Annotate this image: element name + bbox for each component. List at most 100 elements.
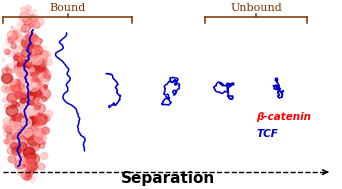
Circle shape — [6, 133, 14, 140]
Circle shape — [10, 157, 18, 164]
Circle shape — [24, 165, 26, 167]
Circle shape — [28, 45, 34, 50]
Circle shape — [29, 23, 34, 28]
Circle shape — [11, 121, 21, 130]
Circle shape — [48, 72, 51, 75]
Circle shape — [13, 31, 18, 35]
Circle shape — [13, 60, 20, 66]
Circle shape — [26, 168, 28, 170]
Circle shape — [41, 46, 47, 52]
Circle shape — [14, 56, 19, 60]
Circle shape — [15, 34, 18, 37]
Circle shape — [15, 25, 24, 33]
Circle shape — [28, 64, 32, 67]
Circle shape — [24, 129, 32, 137]
Circle shape — [20, 72, 23, 75]
Circle shape — [43, 51, 51, 58]
Circle shape — [23, 82, 30, 89]
Circle shape — [15, 121, 26, 130]
Circle shape — [29, 129, 41, 140]
Circle shape — [7, 93, 17, 102]
Circle shape — [26, 16, 37, 26]
Circle shape — [35, 98, 42, 105]
Circle shape — [16, 56, 23, 62]
Circle shape — [41, 79, 49, 86]
Circle shape — [22, 164, 25, 167]
Text: TCF: TCF — [256, 129, 278, 139]
Circle shape — [25, 171, 31, 177]
Circle shape — [35, 79, 40, 83]
Circle shape — [22, 37, 34, 48]
Circle shape — [29, 72, 40, 83]
Circle shape — [34, 96, 40, 101]
Circle shape — [31, 79, 35, 83]
Circle shape — [15, 81, 24, 89]
Circle shape — [23, 37, 26, 40]
Circle shape — [15, 37, 19, 41]
Circle shape — [43, 85, 47, 88]
Circle shape — [14, 139, 23, 148]
Circle shape — [34, 9, 36, 12]
Circle shape — [28, 79, 36, 86]
Circle shape — [2, 72, 11, 80]
Circle shape — [11, 143, 18, 150]
Circle shape — [31, 114, 38, 120]
Circle shape — [30, 178, 36, 183]
Circle shape — [25, 156, 35, 165]
Circle shape — [31, 117, 38, 123]
Circle shape — [36, 66, 40, 69]
Circle shape — [9, 64, 12, 67]
Circle shape — [24, 18, 27, 21]
Circle shape — [26, 150, 34, 157]
Circle shape — [25, 40, 33, 47]
Circle shape — [45, 87, 48, 89]
Circle shape — [36, 80, 41, 85]
Circle shape — [17, 59, 29, 70]
Circle shape — [23, 41, 33, 51]
Circle shape — [31, 50, 42, 59]
Circle shape — [11, 86, 18, 92]
Circle shape — [2, 98, 7, 102]
Circle shape — [14, 122, 25, 133]
Circle shape — [34, 81, 43, 90]
Circle shape — [11, 26, 14, 29]
Circle shape — [39, 56, 47, 63]
Circle shape — [5, 138, 15, 147]
Circle shape — [28, 117, 37, 125]
Circle shape — [13, 33, 23, 42]
Circle shape — [31, 87, 43, 98]
Circle shape — [32, 127, 41, 135]
Circle shape — [35, 55, 38, 58]
Circle shape — [26, 128, 34, 135]
Circle shape — [20, 147, 30, 155]
Circle shape — [42, 120, 47, 125]
Circle shape — [34, 125, 41, 131]
Circle shape — [34, 91, 43, 99]
Circle shape — [17, 135, 27, 144]
Circle shape — [19, 48, 29, 57]
Circle shape — [30, 37, 41, 47]
Circle shape — [14, 36, 18, 39]
Circle shape — [42, 127, 50, 134]
Circle shape — [11, 105, 15, 108]
Circle shape — [31, 154, 36, 159]
Circle shape — [36, 56, 46, 65]
Circle shape — [29, 23, 33, 27]
Circle shape — [9, 100, 15, 106]
Circle shape — [41, 73, 50, 81]
Circle shape — [24, 87, 36, 98]
Circle shape — [23, 147, 35, 158]
Circle shape — [38, 114, 48, 123]
Circle shape — [23, 129, 30, 136]
Circle shape — [32, 64, 42, 73]
Circle shape — [27, 77, 32, 81]
Circle shape — [28, 136, 39, 146]
Circle shape — [46, 110, 53, 116]
Circle shape — [22, 48, 32, 57]
Circle shape — [38, 163, 45, 170]
Circle shape — [35, 128, 38, 131]
Circle shape — [28, 170, 34, 175]
Circle shape — [13, 114, 21, 121]
Circle shape — [40, 153, 48, 160]
Circle shape — [21, 7, 28, 14]
